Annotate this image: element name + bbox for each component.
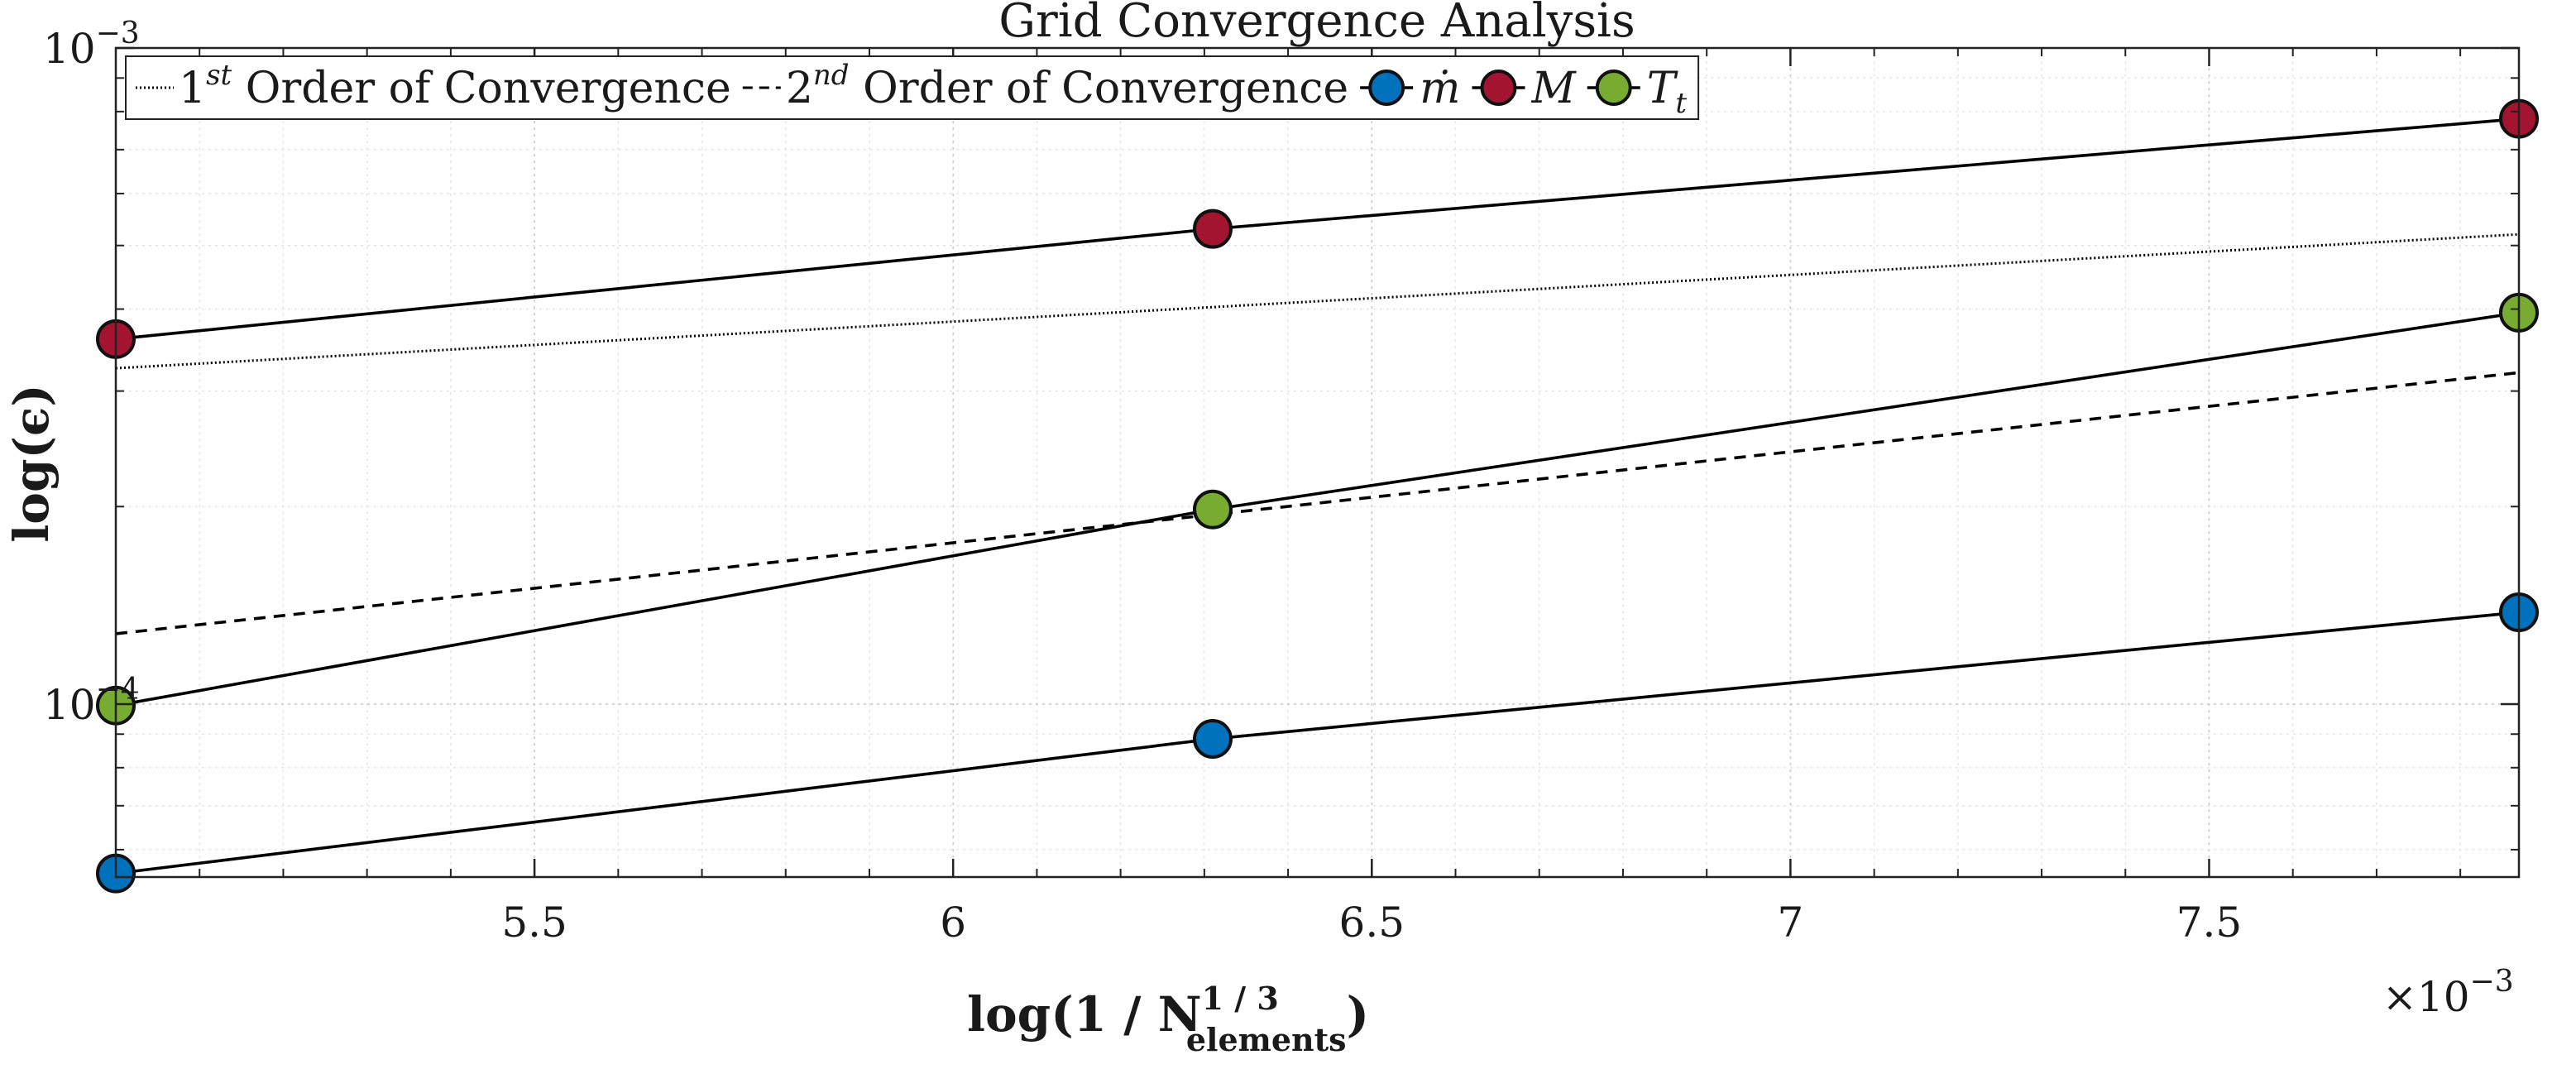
y-tick-label-exp: −3: [96, 17, 140, 50]
legend-marker-m-dot: [1368, 70, 1405, 106]
x-multiplier-base: ×10: [2382, 973, 2470, 1021]
y-tick-label: 10−4: [43, 673, 140, 729]
grid-layer: [115, 47, 2519, 877]
y-axis-label: log(ϵ): [3, 384, 60, 542]
series-layer: [96, 98, 2539, 894]
x-axis-multiplier: ×10−3: [2382, 965, 2514, 1021]
legend-label-sup: nd: [813, 59, 850, 92]
series-line-1st-order-of-convergence: [115, 232, 2520, 370]
chart-title: Grid Convergence Analysis: [998, 0, 1635, 48]
x-tick-label: 7: [1777, 899, 1803, 947]
x-axis-label-prefix: log(1 / N: [967, 986, 1202, 1043]
legend-label-1st-order-of-convergence: 1st Order of Convergence: [179, 59, 731, 113]
y-tick-label: 10−3: [43, 17, 140, 73]
legend-label-sup: st: [206, 59, 232, 92]
x-multiplier-exp: −3: [2470, 965, 2514, 999]
x-tick-label: 5.5: [501, 899, 567, 947]
tick-layer: 5.5 6 6.5 7 7.510−410−3: [43, 17, 2519, 947]
plot-frame: [114, 46, 2521, 879]
series-line-m-dot: [115, 611, 2520, 875]
legend-label-main: T: [1647, 64, 1678, 113]
x-axis-label-suffix: ): [1347, 986, 1369, 1043]
legend-label-sub: t: [1675, 87, 1687, 120]
x-axis-label: log(1 / N1 / 3 elements): [967, 980, 1369, 1058]
legend: 1st Order of Convergence 2nd Order of Con…: [125, 55, 1700, 120]
series-line-2nd-order-of-convergence: [115, 371, 2520, 635]
x-tick-label: 6.5: [1339, 899, 1405, 947]
legend-label-rest: Order of Convergence: [232, 64, 731, 113]
y-tick-label-base: 10: [43, 25, 96, 73]
legend-label-m: M: [1530, 64, 1577, 113]
x-tick-label: 6: [940, 899, 966, 947]
x-axis-label-sub: elements: [1186, 1021, 1347, 1058]
data-point-m: [1192, 209, 1233, 249]
legend-label-main: ṁ: [1420, 64, 1460, 113]
legend-marker-t-t: [1595, 70, 1632, 106]
legend-label-main: 2: [786, 64, 813, 113]
legend-label-m-dot: ṁ: [1420, 64, 1460, 113]
data-point-t-t: [1192, 489, 1233, 530]
legend-label-main: M: [1530, 64, 1577, 113]
y-tick-label-base: 10: [43, 681, 96, 729]
series-line-m: [115, 117, 2520, 341]
legend-label-t-t: Tt: [1647, 64, 1688, 120]
legend-label-2nd-order-of-convergence: 2nd Order of Convergence: [786, 59, 1348, 113]
x-axis-label-sup: 1 / 3: [1202, 980, 1279, 1017]
legend-label-rest: Order of Convergence: [850, 64, 1349, 113]
data-point-m-dot: [1192, 719, 1233, 760]
legend-label-main: 1: [179, 64, 206, 113]
x-tick-label: 7.5: [2176, 899, 2243, 947]
legend-marker-m: [1480, 70, 1517, 106]
y-tick-label-exp: −4: [96, 673, 140, 707]
legend-box: [125, 55, 1700, 120]
